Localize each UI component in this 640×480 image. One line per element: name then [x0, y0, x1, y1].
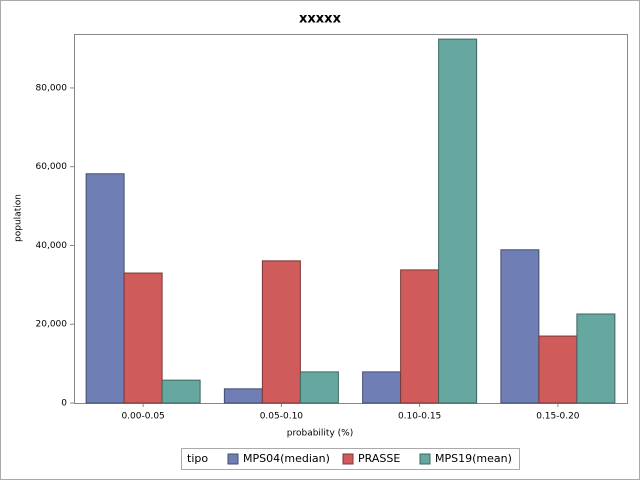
legend-swatch	[227, 453, 239, 465]
x-tick-label: 0.10-0.15	[398, 412, 441, 422]
bar	[261, 260, 301, 404]
bar	[500, 249, 540, 404]
bar	[438, 38, 478, 404]
legend-label: MPS19(mean)	[435, 452, 512, 465]
bar	[576, 313, 616, 404]
y-tick-label: 0	[61, 399, 67, 409]
x-tick-label: 0.15-0.20	[536, 412, 580, 422]
y-tick-label: 60,000	[36, 162, 68, 172]
y-tick-label: 80,000	[36, 83, 68, 93]
legend-label: PRASSE	[358, 452, 400, 465]
bar	[362, 371, 402, 404]
y-tick-label: 20,000	[36, 320, 68, 330]
bar	[223, 388, 263, 404]
bar	[400, 269, 440, 404]
bar	[161, 379, 201, 404]
chart-title: xxxxx	[299, 12, 342, 27]
x-tick-label: 0.00-0.05	[121, 412, 164, 422]
legend-title: tipo	[187, 452, 208, 465]
y-tick-label: 40,000	[36, 241, 68, 251]
bar	[123, 272, 163, 404]
x-axis-label: probability (%)	[287, 429, 353, 439]
plot-frame	[74, 34, 628, 404]
bar	[538, 335, 578, 404]
legend-swatch	[342, 453, 354, 465]
legend-label: MPS04(median)	[243, 452, 330, 465]
bar	[85, 173, 125, 404]
legend-swatch	[419, 453, 431, 465]
bar	[299, 371, 339, 404]
x-tick-label: 0.05-0.10	[260, 412, 304, 422]
y-axis-label: population	[14, 194, 24, 242]
